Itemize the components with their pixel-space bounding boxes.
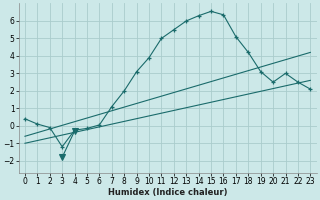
X-axis label: Humidex (Indice chaleur): Humidex (Indice chaleur)	[108, 188, 228, 197]
